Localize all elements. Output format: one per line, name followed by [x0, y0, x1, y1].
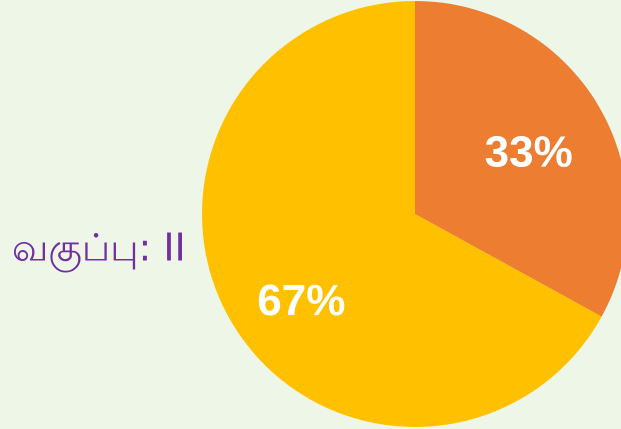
data-label: 67%	[257, 276, 345, 325]
slices	[201, 1, 621, 427]
chart-title: வகுப்பு: II	[12, 226, 186, 273]
data-label: 33%	[485, 127, 573, 176]
pie-slice	[201, 1, 602, 427]
pie-slice	[415, 1, 621, 317]
